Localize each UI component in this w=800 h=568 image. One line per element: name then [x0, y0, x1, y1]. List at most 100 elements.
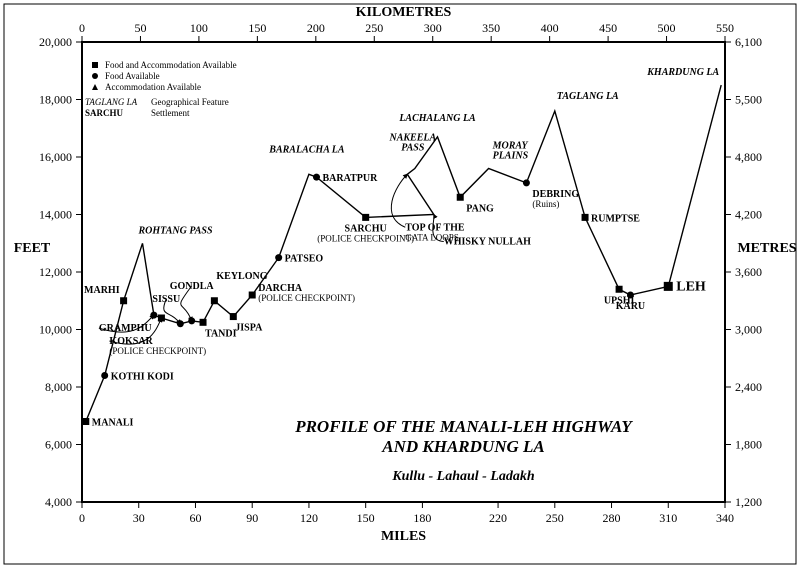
marker-circle — [101, 372, 108, 379]
place-label: ROHTANG PASS — [138, 225, 213, 236]
place-label: RUMPTSE — [591, 213, 640, 224]
marker-square — [230, 313, 237, 320]
tick-label-metres: 5,500 — [735, 93, 762, 107]
tick-label-feet: 12,000 — [39, 265, 72, 279]
tick-label-feet: 6,000 — [45, 438, 72, 452]
tick-label-metres: 1,200 — [735, 495, 762, 509]
tick-label-miles: 120 — [300, 511, 318, 525]
place-note: (Ruins) — [532, 199, 559, 209]
place-label: KOTHI KODI — [111, 372, 174, 383]
tick-label-metres: 2,400 — [735, 380, 762, 394]
legend-sample-settlement: SARCHU — [85, 108, 124, 118]
tick-label-km: 350 — [482, 21, 500, 35]
place-note: (POLICE CHECKPOINT) — [258, 293, 355, 303]
tick-label-metres: 3,600 — [735, 265, 762, 279]
legend-item: Food and Accommodation Available — [105, 60, 237, 70]
marker-square — [211, 297, 218, 304]
marker-square — [582, 214, 589, 221]
tick-label-km: 500 — [658, 21, 676, 35]
marker-square — [200, 319, 207, 326]
axis-label-km: KILOMETRES — [356, 5, 452, 20]
tick-label-feet: 16,000 — [39, 150, 72, 164]
place-label: TANDI — [205, 328, 237, 339]
tick-label-feet: 14,000 — [39, 208, 72, 222]
legend-item: Geographical Feature — [151, 97, 229, 107]
tick-label-miles: 0 — [79, 511, 85, 525]
marker-square — [664, 282, 673, 291]
tick-label-metres: 4,800 — [735, 150, 762, 164]
tick-label-metres: 1,800 — [735, 438, 762, 452]
place-label: BARALACHA LA — [268, 144, 345, 155]
marker-square — [249, 292, 256, 299]
elevation-profile-chart: 0 30 60 90 120 150 180 220 250 280 310 340 MILES 0 50 1… — [0, 0, 800, 568]
chart-title: PROFILE OF THE MANALI-LEH HIGHWAY — [294, 417, 633, 436]
place-label: MARHI — [84, 285, 120, 296]
legend-item: Settlement — [151, 108, 190, 118]
tick-label-km: 150 — [248, 21, 266, 35]
tick-label-miles: 150 — [357, 511, 375, 525]
marker-circle — [523, 179, 530, 186]
place-note: GATA LOOPS — [405, 232, 459, 242]
tick-label-miles: 250 — [546, 511, 564, 525]
axis-label-feet: FEET — [14, 241, 51, 256]
place-label: KHARDUNG LA — [646, 67, 719, 78]
tick-label-metres: 6,100 — [735, 35, 762, 49]
marker-square — [120, 297, 127, 304]
place-label: PATSEO — [285, 254, 324, 265]
tick-label-km: 400 — [541, 21, 559, 35]
tick-label-feet: 20,000 — [39, 35, 72, 49]
marker-circle — [627, 292, 634, 299]
place-label: PANG — [466, 203, 494, 214]
chart-subtitle: Kullu - Lahaul - Ladakh — [391, 469, 535, 484]
place-label: KEYLONG — [216, 271, 267, 282]
tick-label-km: 100 — [190, 21, 208, 35]
axis-label-metres: METRES — [737, 241, 796, 256]
tick-label-metres: 3,000 — [735, 323, 762, 337]
place-label: LEH — [676, 279, 706, 294]
profile-line-khardung — [668, 85, 721, 286]
legend-sample-feature: TAGLANG LA — [85, 97, 138, 107]
tick-label-miles: 220 — [489, 511, 507, 525]
tick-label-miles: 180 — [413, 511, 431, 525]
tick-label-km: 0 — [79, 21, 85, 35]
place-label: KARU — [616, 301, 645, 312]
tick-label-km: 50 — [134, 21, 146, 35]
marker-circle — [275, 254, 282, 261]
place-note: PLAINS — [493, 151, 529, 162]
tick-label-feet: 4,000 — [45, 495, 72, 509]
marker-square — [616, 286, 623, 293]
marker-square — [92, 62, 98, 68]
legend-item: Food Available — [105, 71, 160, 81]
tick-label-km: 200 — [307, 21, 325, 35]
place-label: MANALI — [92, 418, 134, 429]
marker-circle — [92, 73, 98, 79]
place-label: LACHALANG LA — [398, 113, 476, 124]
tick-label-miles: 30 — [133, 511, 145, 525]
marker-circle — [313, 174, 320, 181]
tick-label-feet: 8,000 — [45, 380, 72, 394]
tick-label-miles: 280 — [603, 511, 621, 525]
axis-label-miles: MILES — [381, 529, 426, 544]
place-label: BARATPUR — [323, 173, 379, 184]
tick-label-km: 450 — [599, 21, 617, 35]
tick-label-km: 250 — [365, 21, 383, 35]
marker-square — [457, 194, 464, 201]
marker-triangle — [92, 84, 98, 90]
legend-item: Accommodation Available — [105, 82, 201, 92]
place-note: (POLICE CHECKPOINT) — [109, 346, 206, 356]
place-note: PASS — [401, 143, 425, 154]
tick-label-miles: 310 — [659, 511, 677, 525]
place-note: (POLICE CHECKPOINT) — [317, 233, 414, 243]
tick-label-km: 300 — [424, 21, 442, 35]
tick-label-feet: 10,000 — [39, 323, 72, 337]
tick-label-feet: 18,000 — [39, 93, 72, 107]
marker-square — [362, 214, 369, 221]
label-connector — [391, 174, 407, 227]
place-label: GONDLA — [170, 281, 215, 292]
tick-label-miles: 340 — [716, 511, 734, 525]
place-label: TAGLANG LA — [557, 91, 619, 102]
tick-label-miles: 60 — [189, 511, 201, 525]
marker-square — [82, 418, 89, 425]
tick-label-metres: 4,200 — [735, 208, 762, 222]
tick-label-miles: 90 — [246, 511, 258, 525]
